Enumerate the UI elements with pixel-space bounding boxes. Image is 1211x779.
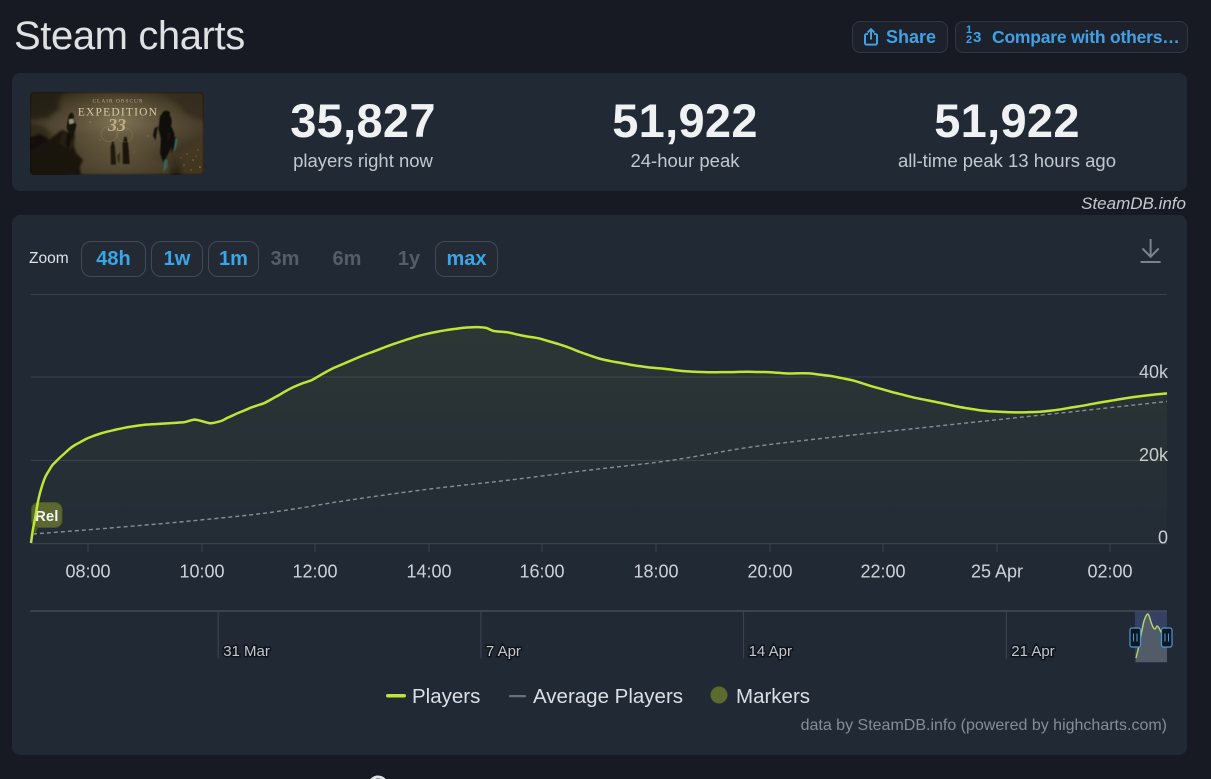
svg-text:16:00: 16:00 bbox=[519, 562, 564, 582]
svg-text:14 Apr: 14 Apr bbox=[749, 643, 792, 660]
svg-text:CLAIR OBSCUR: CLAIR OBSCUR bbox=[92, 99, 143, 105]
svg-text:21 Apr: 21 Apr bbox=[1011, 643, 1054, 660]
svg-text:EXPEDITION: EXPEDITION bbox=[78, 107, 158, 119]
svg-text:7 Apr: 7 Apr bbox=[486, 643, 521, 660]
svg-text:02:00: 02:00 bbox=[1087, 562, 1132, 582]
svg-text:40k: 40k bbox=[1139, 362, 1169, 382]
svg-text:22:00: 22:00 bbox=[860, 562, 905, 582]
svg-text:10:00: 10:00 bbox=[179, 562, 224, 582]
svg-text:25 Apr: 25 Apr bbox=[971, 562, 1023, 582]
svg-text:08:00: 08:00 bbox=[65, 562, 110, 582]
svg-text:18:00: 18:00 bbox=[633, 562, 678, 582]
svg-text:20:00: 20:00 bbox=[747, 562, 792, 582]
svg-text:31 Mar: 31 Mar bbox=[223, 643, 270, 660]
svg-text:14:00: 14:00 bbox=[406, 562, 451, 582]
svg-text:12:00: 12:00 bbox=[292, 562, 337, 582]
svg-text:33: 33 bbox=[107, 115, 126, 135]
